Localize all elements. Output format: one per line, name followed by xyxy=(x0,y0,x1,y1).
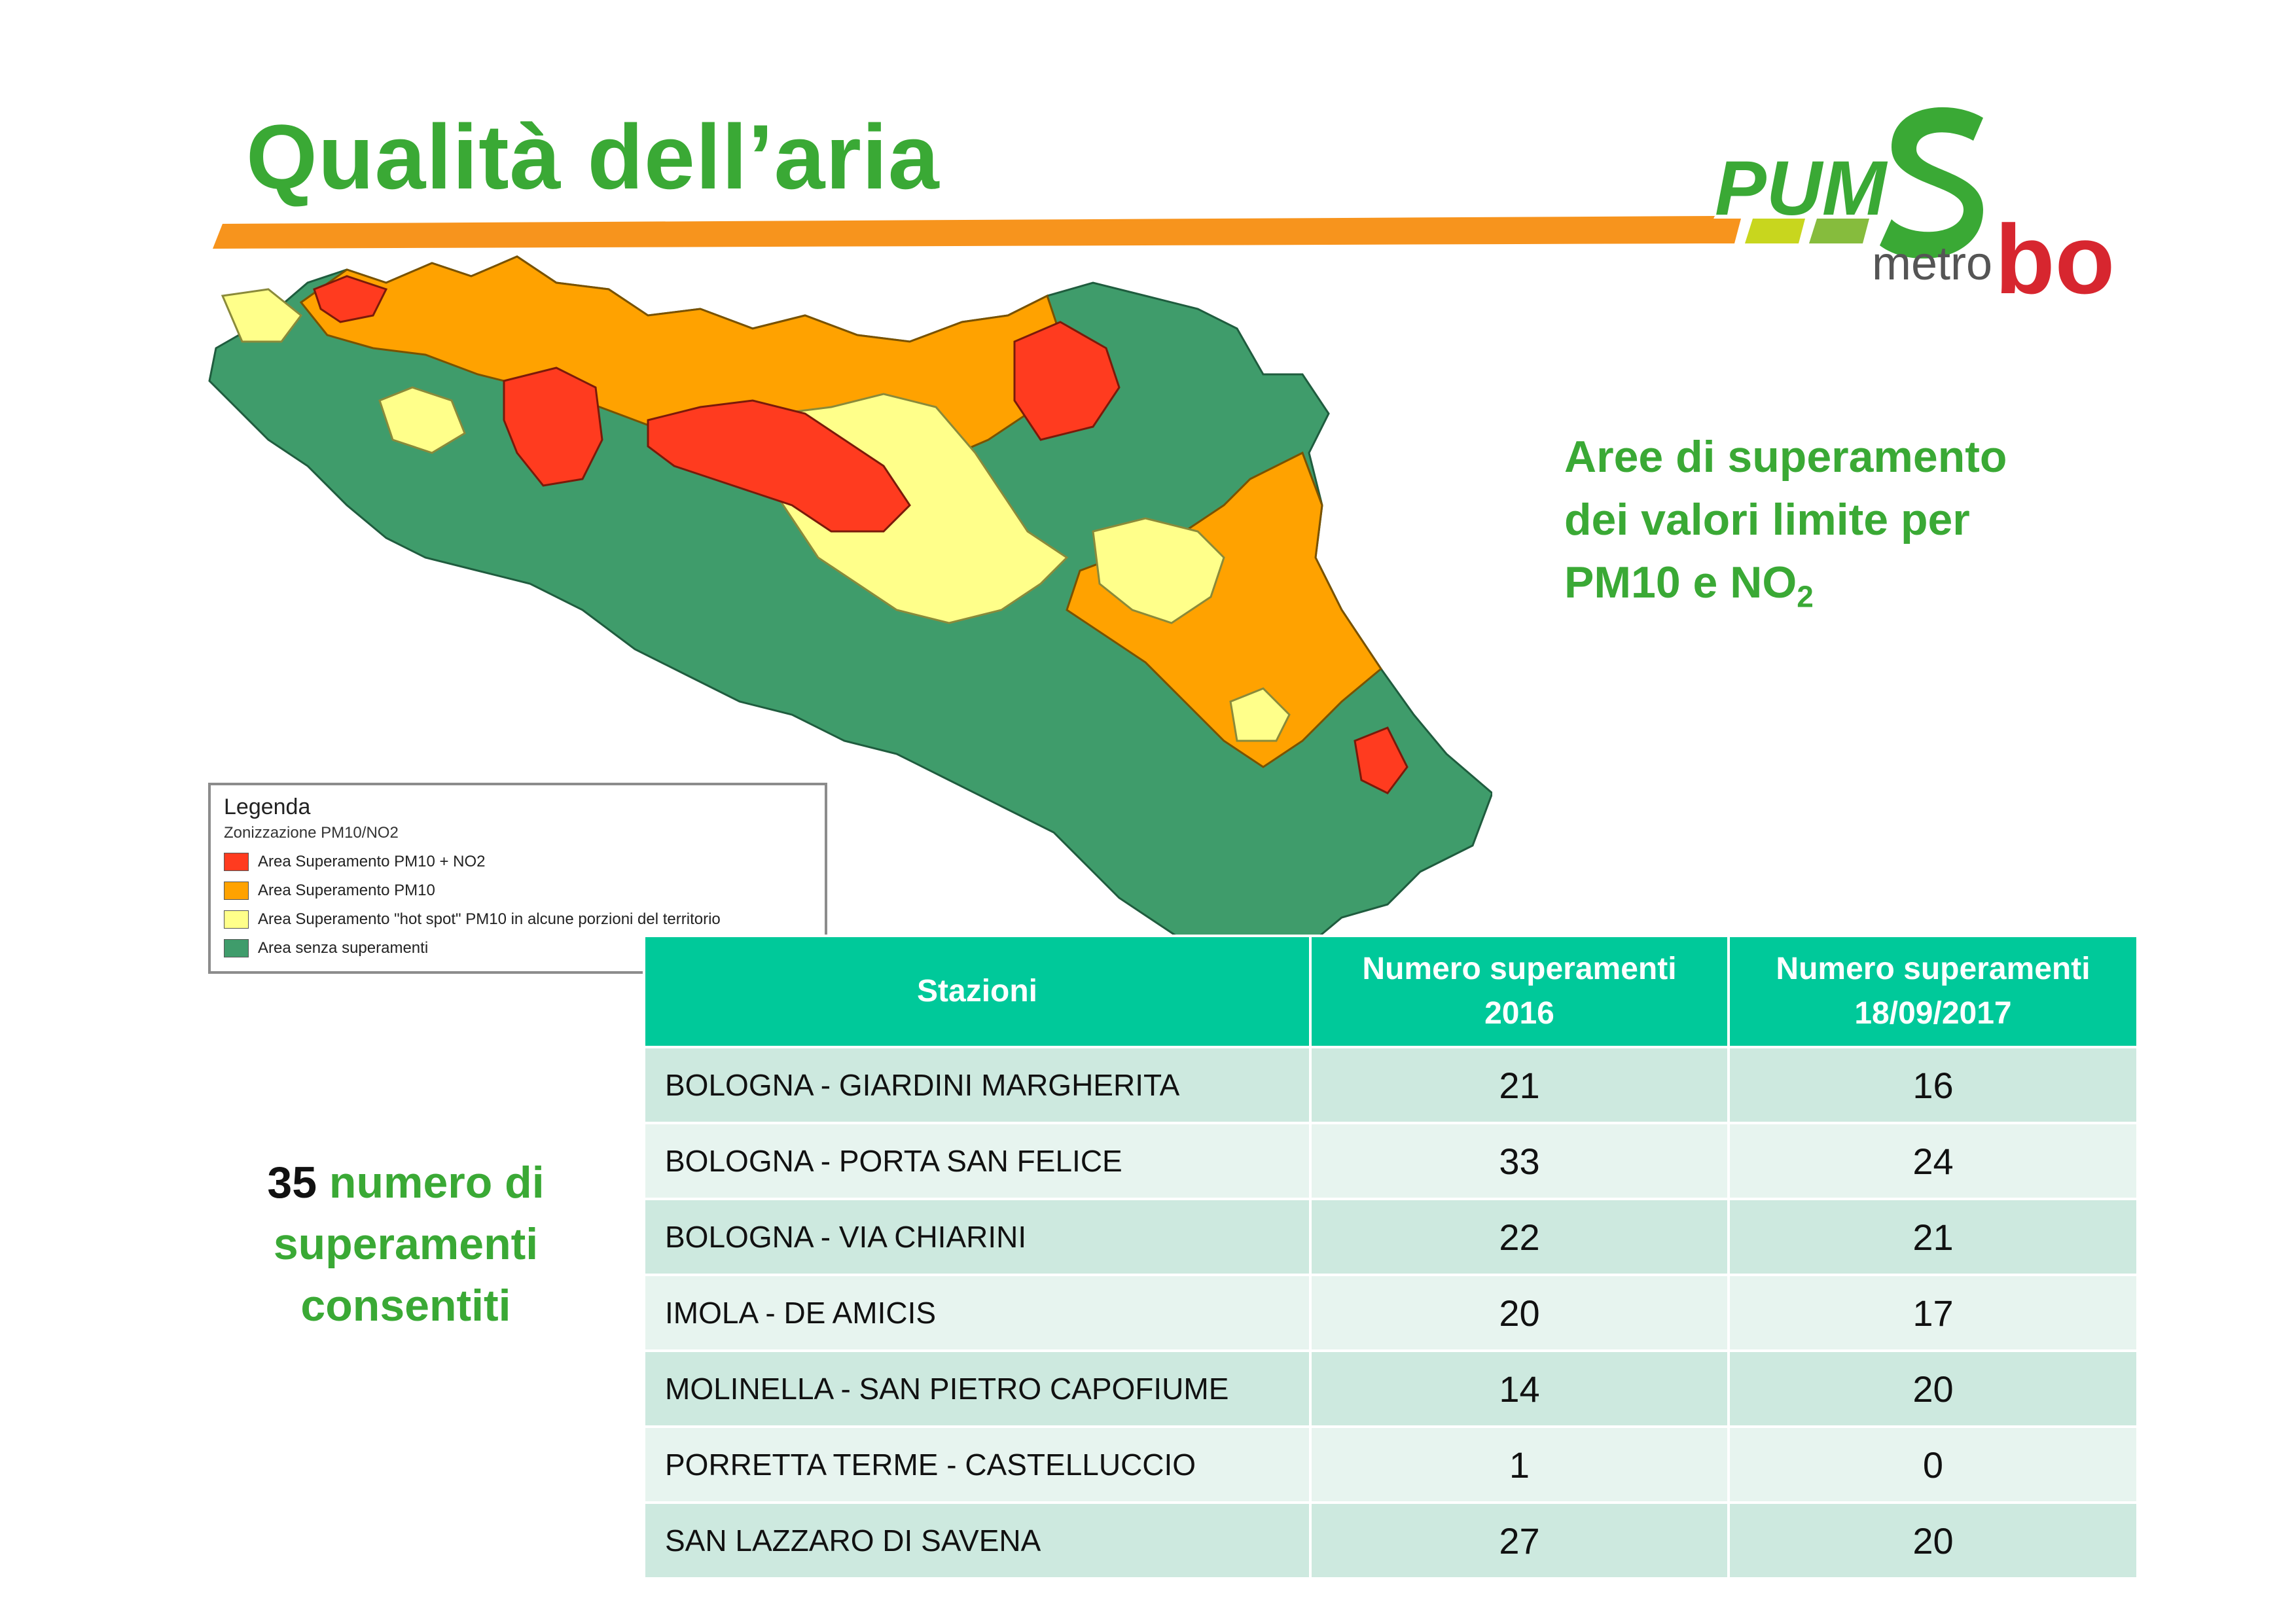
legend-label: Area Superamento "hot spot" PM10 in alcu… xyxy=(258,910,721,928)
legend-item: Area Superamento PM10 xyxy=(224,876,812,905)
logo-bo-text: bo xyxy=(1995,204,2115,314)
value-2016-cell: 20 xyxy=(1309,1274,1730,1352)
allowed-exceedances-note: 35 numero di superamenti consentiti xyxy=(223,1152,589,1336)
map-region-pm10-no2-2 xyxy=(503,366,603,487)
map-caption-line: Aree di superamento xyxy=(1564,432,2007,482)
map-region-hotspot-5 xyxy=(1229,687,1291,742)
value-2017-cell: 16 xyxy=(1727,1046,2140,1124)
column-header-stations: Stazioni xyxy=(642,935,1312,1048)
map-region-hotspot-4 xyxy=(378,386,466,454)
column-header-2017: Numero superamenti 18/09/2017 xyxy=(1727,935,2140,1048)
value-2017-cell: 21 xyxy=(1727,1198,2140,1276)
station-cell: PORRETTA TERME - CASTELLUCCIO xyxy=(642,1425,1312,1504)
station-cell: BOLOGNA - PORTA SAN FELICE xyxy=(642,1122,1312,1200)
station-cell: IMOLA - DE AMICIS xyxy=(642,1274,1312,1352)
legend-item: Area Superamento PM10 + NO2 xyxy=(224,847,812,876)
logo-pum-text: PUM xyxy=(1715,145,1887,232)
value-2016-cell: 14 xyxy=(1309,1349,1730,1428)
map-caption-subscript: 2 xyxy=(1797,579,1814,614)
table-row: BOLOGNA - VIA CHIARINI 22 21 xyxy=(642,1198,2140,1276)
legend-swatch xyxy=(224,853,249,871)
legend-swatch xyxy=(224,882,249,900)
legend-swatch xyxy=(224,939,249,957)
value-2016-cell: 27 xyxy=(1309,1501,1730,1580)
map-caption-line: PM10 e NO2 xyxy=(1564,551,2007,628)
map-region-hotspot-3 xyxy=(221,288,303,343)
legend-title: Legenda xyxy=(224,794,311,819)
value-2017-cell: 20 xyxy=(1727,1349,2140,1428)
value-2016-cell: 1 xyxy=(1309,1425,1730,1504)
value-2016-cell: 22 xyxy=(1309,1198,1730,1276)
header-stripe xyxy=(213,216,1715,249)
legend-item: Area senza superamenti xyxy=(224,934,812,963)
pums-logo: PUM metro bo xyxy=(1676,98,2147,314)
table-row: BOLOGNA - PORTA SAN FELICE 33 24 xyxy=(642,1122,2140,1200)
column-header-2016: Numero superamenti 2016 xyxy=(1309,935,1730,1048)
value-2017-cell: 0 xyxy=(1727,1425,2140,1504)
logo-metro-text: metro xyxy=(1872,238,1993,290)
legend-subtitle: Zonizzazione PM10/NO2 xyxy=(224,824,399,842)
map-region-pm10-no2-3 xyxy=(647,399,911,533)
table-row: BOLOGNA - GIARDINI MARGHERITA 21 16 xyxy=(642,1046,2140,1124)
map-region-pm10-no2-5 xyxy=(1354,726,1408,794)
value-2016-cell: 33 xyxy=(1309,1122,1730,1200)
station-cell: BOLOGNA - VIA CHIARINI xyxy=(642,1198,1312,1276)
note-text: consentiti xyxy=(300,1281,511,1330)
value-2017-cell: 24 xyxy=(1727,1122,2140,1200)
map-region-hotspot-2 xyxy=(1092,517,1225,624)
table-row: IMOLA - DE AMICIS 20 17 xyxy=(642,1274,2140,1352)
exceedances-table: Stazioni Numero superamenti 2016 Numero s… xyxy=(642,935,2140,1580)
value-2016-cell: 21 xyxy=(1309,1046,1730,1124)
air-quality-map xyxy=(208,255,1492,971)
note-text: superamenti xyxy=(273,1219,539,1269)
map-caption-line: dei valori limite per xyxy=(1564,495,1970,544)
table-row: MOLINELLA - SAN PIETRO CAPOFIUME 14 20 xyxy=(642,1349,2140,1428)
table-row: PORRETTA TERME - CASTELLUCCIO 1 0 xyxy=(642,1425,2140,1504)
logo-graphic xyxy=(1682,107,1983,259)
legend-label: Area senza superamenti xyxy=(258,939,429,957)
note-text: numero di xyxy=(329,1158,545,1207)
map-region-pm10-no2-4 xyxy=(1013,321,1121,441)
map-caption: Aree di superamento dei valori limite pe… xyxy=(1564,425,2007,628)
legend-swatch xyxy=(224,910,249,929)
table-row: SAN LAZZARO DI SAVENA 27 20 xyxy=(642,1501,2140,1580)
legend-label: Area Superamento PM10 + NO2 xyxy=(258,853,486,870)
allowed-exceedances-number: 35 xyxy=(267,1158,317,1207)
page-title: Qualità dell’aria xyxy=(246,105,940,208)
station-cell: MOLINELLA - SAN PIETRO CAPOFIUME xyxy=(642,1349,1312,1428)
legend-label: Area Superamento PM10 xyxy=(258,882,435,899)
table-header-row: Stazioni Numero superamenti 2016 Numero s… xyxy=(642,935,2140,1048)
map-region-pm10-no2-1 xyxy=(313,275,388,323)
station-cell: SAN LAZZARO DI SAVENA xyxy=(642,1501,1312,1580)
legend-item: Area Superamento "hot spot" PM10 in alcu… xyxy=(224,905,812,934)
map-caption-text: PM10 e NO xyxy=(1564,558,1797,607)
value-2017-cell: 20 xyxy=(1727,1501,2140,1580)
value-2017-cell: 17 xyxy=(1727,1274,2140,1352)
station-cell: BOLOGNA - GIARDINI MARGHERITA xyxy=(642,1046,1312,1124)
